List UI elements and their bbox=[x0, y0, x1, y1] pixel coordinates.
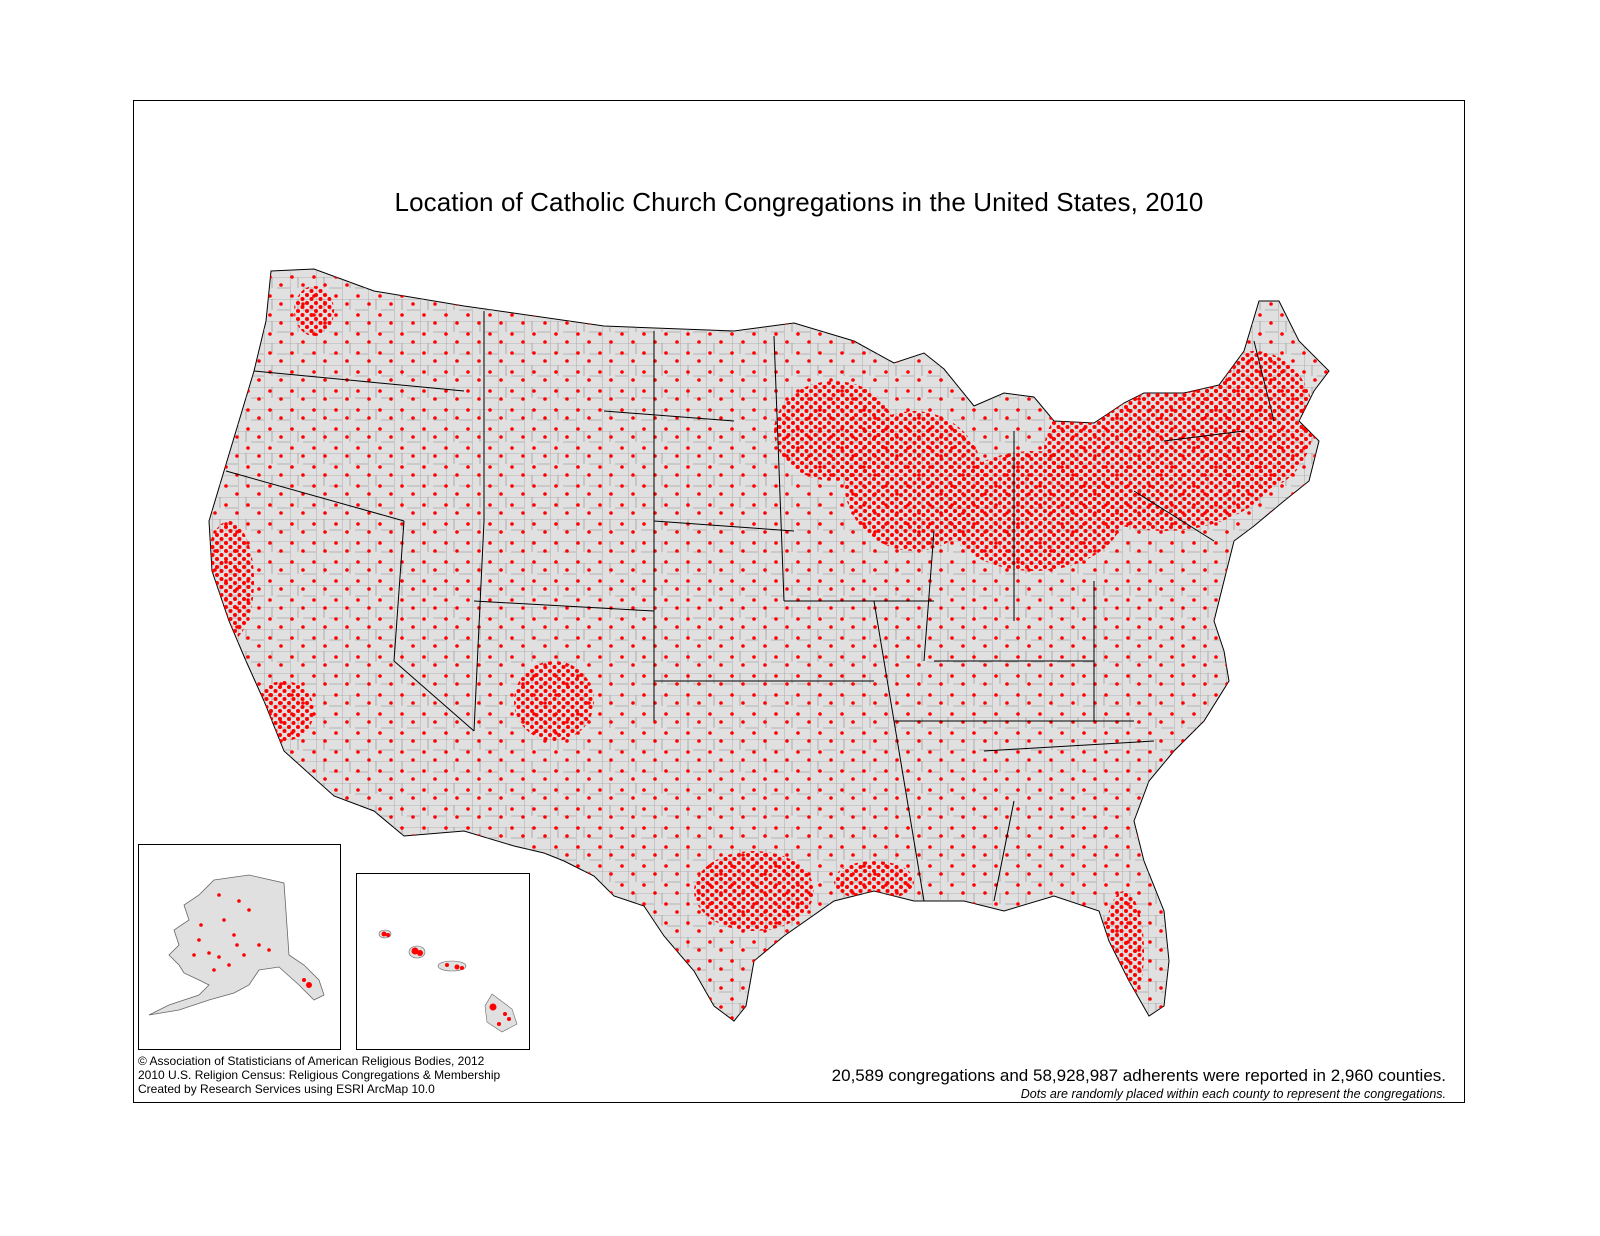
dot-note: Dots are randomly placed within each cou… bbox=[1020, 1087, 1446, 1101]
created-by-line: Created by Research Services using ESRI … bbox=[138, 1082, 435, 1096]
copyright-line: © Association of Statisticians of Americ… bbox=[138, 1054, 485, 1068]
source-line: 2010 U.S. Religion Census: Religious Con… bbox=[138, 1068, 501, 1082]
stats-block: 20,589 congregations and 58,928,987 adhe… bbox=[832, 1066, 1446, 1101]
map-frame: Location of Catholic Church Congregation… bbox=[133, 100, 1465, 1103]
summary-text: 20,589 congregations and 58,928,987 adhe… bbox=[831, 1066, 1446, 1085]
alaska-map bbox=[148, 874, 325, 1016]
hawaii-map bbox=[378, 929, 518, 1033]
alaska-inset bbox=[138, 844, 341, 1050]
map-title: Location of Catholic Church Congregation… bbox=[394, 187, 1204, 217]
hawaii-inset bbox=[356, 873, 530, 1050]
conus-map bbox=[208, 268, 1330, 1022]
credits-block: © Association of Statisticians of Americ… bbox=[138, 1054, 500, 1096]
